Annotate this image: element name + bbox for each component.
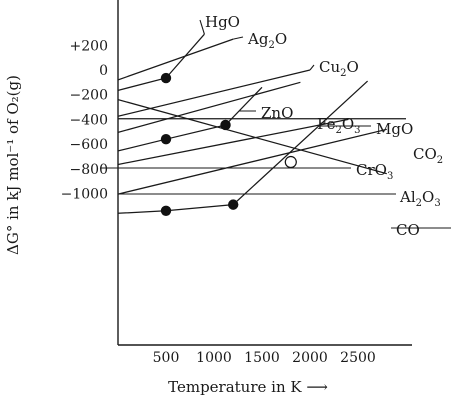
series-label-mgo: MgO — [376, 120, 413, 138]
series-line-hgo — [118, 33, 205, 92]
y-tick-label: −800 — [70, 162, 108, 178]
x-tick-label: 1000 — [196, 350, 232, 366]
series-label-cu2o: Cu2O — [319, 58, 359, 79]
open-marker-intersection — [284, 155, 297, 169]
y-axis-label: ΔG° in kJ mol⁻¹ of O₂(g) — [4, 75, 22, 255]
series-line-al2o3 — [118, 128, 387, 195]
series-label-cro3: CrO3 — [356, 161, 393, 182]
marker-zno — [220, 119, 231, 131]
x-tick-label: 2500 — [340, 350, 376, 366]
tick-labels: +200 0 −200 −400 −600 −800 −1000 500 1000 1500 200… — [61, 38, 376, 366]
x-axis-label: Temperature in K ⟶ — [168, 378, 328, 396]
series-label-fe2o3: Fe2O3 — [317, 115, 361, 136]
label-leader-hgo — [199, 19, 205, 35]
x-tick-label: 1500 — [244, 350, 280, 366]
marker-mgo — [160, 205, 172, 216]
x-tick-label: 500 — [153, 350, 180, 366]
y-tick-label: −400 — [70, 112, 108, 128]
series-line-ag2o — [118, 38, 234, 81]
label-leader-ag2o — [233, 36, 244, 40]
series-label-zno: ZnO — [261, 104, 293, 122]
series-line-mgo — [118, 80, 369, 214]
series-line-cro3 — [118, 118, 349, 166]
series-label-hgo: HgO — [205, 13, 240, 31]
series-label-co: CO — [396, 221, 420, 239]
marker-zno — [160, 133, 172, 145]
series-line-fe2o3 — [118, 81, 301, 134]
marker-mgo — [228, 199, 239, 210]
series-label-co2: CO2 — [413, 145, 443, 166]
label-leader-cu2o — [309, 64, 315, 71]
series-line-co — [118, 98, 387, 175]
series-labels: HgO Ag2O Cu2O ZnO Fe2O3 MgO CrO3 Al2O3 CO2 CO — [99, 13, 451, 239]
y-tick-label: −1000 — [61, 187, 108, 203]
marker-hgo — [160, 72, 172, 84]
series-lines — [118, 33, 406, 214]
data-markers — [160, 72, 297, 216]
axes — [117, 0, 412, 346]
series-line-zno — [118, 86, 263, 152]
series-label-al2o3: Al2O3 — [399, 188, 441, 209]
y-tick-label: +200 — [70, 38, 108, 54]
y-tick-label: −600 — [70, 137, 108, 153]
y-tick-label: −200 — [70, 88, 108, 104]
y-tick-label: 0 — [99, 63, 108, 79]
series-label-ag2o: Ag2O — [247, 30, 287, 51]
x-tick-label: 2000 — [292, 350, 328, 366]
